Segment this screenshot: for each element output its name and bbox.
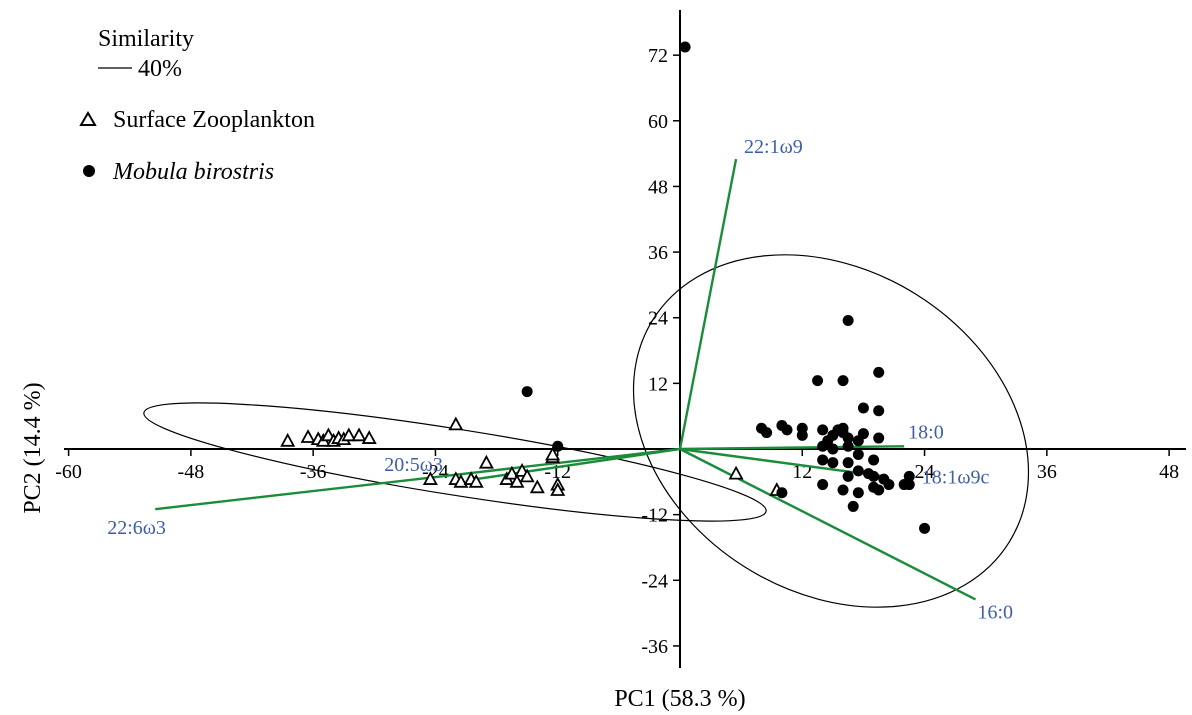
mobula-point	[827, 457, 839, 469]
zooplankton-point	[504, 465, 520, 480]
mobula-point	[812, 375, 824, 387]
x-tick-label: 48	[1159, 461, 1179, 483]
mobula-point	[883, 479, 895, 491]
loading-vector-label: 22:6ω3	[107, 517, 166, 539]
y-tick-label: -36	[641, 636, 668, 658]
loading-vector-label: 16:0	[978, 601, 1014, 623]
mobula-point	[817, 424, 829, 436]
loading-vector	[679, 445, 905, 451]
y-tick-label: 24	[648, 308, 668, 330]
zooplankton-point	[448, 416, 464, 431]
zooplankton-point	[422, 471, 438, 485]
y-tick-label: 48	[648, 176, 668, 198]
loading-vector	[679, 447, 977, 601]
x-axis-title: PC1 (58.3 %)	[614, 686, 745, 712]
legend: Similarity 40% Surface Zooplankton Mobul…	[79, 26, 315, 185]
zooplankton-point	[478, 454, 494, 469]
data-points	[280, 41, 931, 534]
loading-vector-label: 18:0	[908, 421, 944, 443]
mobula-point	[837, 427, 849, 439]
y-axis-title: PC2 (14.4 %)	[20, 382, 46, 513]
mobula-point	[873, 405, 885, 417]
mobula-point	[827, 443, 839, 455]
mobula-point	[837, 375, 849, 387]
zooplankton-point	[550, 482, 566, 496]
mobula-point	[857, 428, 869, 440]
mobula-point	[776, 487, 788, 499]
zooplankton-point	[468, 473, 484, 488]
mobula-point	[552, 440, 564, 452]
loading-vector-label: 22:1ω9	[744, 136, 803, 158]
similarity-ellipse-zooplankton	[143, 402, 767, 522]
mobula-point	[817, 440, 829, 452]
mobula-point	[761, 427, 773, 439]
mobula-point	[842, 314, 854, 326]
mobula-point	[852, 448, 864, 460]
zooplankton-point	[529, 479, 545, 494]
legend-similarity-title: Similarity	[98, 26, 194, 52]
mobula-point	[679, 41, 691, 53]
y-tick-label: -12	[641, 505, 668, 527]
mobula-point	[842, 440, 854, 452]
mobula-point	[852, 465, 864, 477]
loading-vectors: 22:1ω9 18:0 18:1ω9c 16:0 22:6ω3 20:5ω3	[107, 136, 1013, 623]
zooplankton-point	[300, 429, 316, 443]
zooplankton-point	[351, 427, 367, 442]
y-tick-label: 72	[648, 45, 668, 67]
similarity-ellipse-mobula	[632, 254, 1030, 608]
mobula-point	[521, 386, 533, 398]
mobula-point	[919, 522, 931, 534]
zooplankton-point	[341, 427, 357, 442]
mobula-point	[868, 454, 880, 466]
mobula-point	[796, 429, 808, 441]
x-axis-ticks: -60 -48 -36 -24 -12 12 24 36 48	[55, 449, 1179, 483]
x-tick-label: -60	[55, 461, 82, 483]
mobula-point	[837, 484, 849, 496]
mobula-point	[903, 470, 915, 482]
loading-vector	[678, 158, 738, 450]
y-tick-label: 36	[648, 242, 668, 264]
mobula-point	[873, 484, 885, 496]
legend-circle-icon	[83, 165, 95, 177]
similarity-ellipses	[143, 254, 1030, 608]
mobula-point	[842, 457, 854, 469]
x-tick-label: 36	[1037, 461, 1057, 483]
zooplankton-point	[361, 430, 377, 444]
loading-vector-label: 20:5ω3	[384, 454, 443, 476]
x-tick-label: -36	[300, 461, 327, 483]
zooplankton-point	[509, 473, 525, 488]
mobula-point	[842, 470, 854, 482]
mobula-point	[903, 479, 915, 491]
zooplankton-point	[280, 432, 296, 447]
mobula-point	[873, 432, 885, 444]
mobula-point	[817, 479, 829, 491]
mobula-point	[868, 470, 880, 482]
mobula-point	[852, 487, 864, 499]
y-tick-label: -24	[641, 570, 668, 592]
mobula-point	[857, 402, 869, 414]
zooplankton-point	[519, 468, 535, 483]
mobula-point	[781, 424, 793, 436]
mobula-point	[873, 366, 885, 378]
mobula-point	[847, 500, 859, 512]
legend-series-mobula: Mobula birostris	[112, 159, 274, 185]
zooplankton-point	[545, 446, 561, 461]
loading-vector	[155, 447, 681, 511]
x-tick-label: 24	[915, 461, 935, 483]
legend-triangle-icon	[79, 111, 97, 126]
loading-vector-label: 18:1ω9c	[922, 466, 990, 488]
legend-similarity-value: 40%	[138, 56, 182, 82]
zooplankton-point	[728, 465, 744, 480]
zooplankton-point	[453, 473, 469, 488]
legend-series-zooplankton: Surface Zooplankton	[113, 107, 315, 133]
y-tick-label: 12	[648, 373, 668, 395]
y-tick-label: 60	[648, 111, 668, 133]
x-tick-label: -48	[178, 461, 205, 483]
mobula-point	[817, 454, 829, 466]
y-axis-ticks: 72 60 48 36 24 12 -12 -24 -36	[641, 45, 680, 658]
